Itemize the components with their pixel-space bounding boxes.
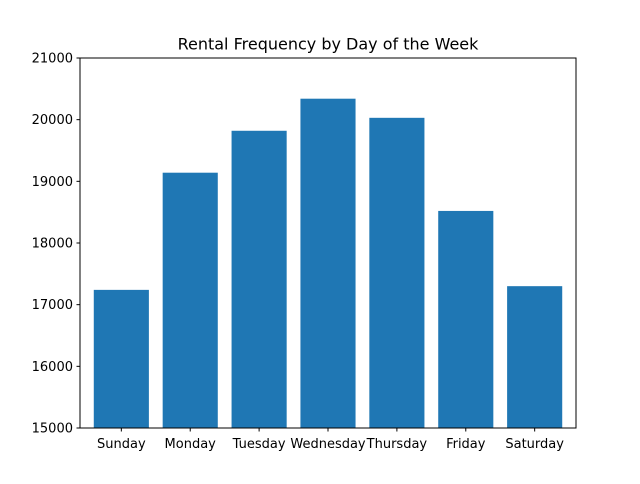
- y-tick-label: 19000: [32, 175, 73, 190]
- bar-tuesday: [231, 130, 287, 428]
- y-tick-label: 18000: [32, 237, 73, 252]
- bar-thursday: [369, 117, 425, 428]
- x-tick-label: Tuesday: [232, 437, 286, 452]
- y-tick-label: 17000: [32, 298, 73, 313]
- x-tick-label: Saturday: [505, 437, 564, 452]
- y-tick-label: 15000: [32, 422, 73, 437]
- plot-area-frame: [79, 57, 577, 429]
- x-axis: Sunday Monday Tuesday Wednesday Thursday Frid…: [97, 428, 564, 452]
- bar-sunday: [93, 289, 149, 428]
- bar-monday: [162, 172, 218, 428]
- x-tick-label: Thursday: [366, 437, 428, 452]
- y-tick-label: 21000: [32, 52, 73, 67]
- bar-saturday: [507, 286, 563, 428]
- y-tick-label: 20000: [32, 113, 73, 128]
- x-tick-label: Friday: [446, 437, 486, 452]
- y-axis: 15000 16000 17000 18000 19000 20000 21000: [32, 52, 80, 437]
- bar-friday: [438, 210, 494, 428]
- bars-layer: [93, 98, 563, 428]
- bar-wednesday: [300, 98, 356, 428]
- chart-title: Rental Frequency by Day of the Week: [178, 35, 480, 54]
- x-tick-label: Wednesday: [290, 437, 366, 452]
- y-tick-label: 16000: [32, 360, 73, 375]
- x-tick-label: Sunday: [97, 437, 146, 452]
- x-tick-label: Monday: [165, 437, 217, 452]
